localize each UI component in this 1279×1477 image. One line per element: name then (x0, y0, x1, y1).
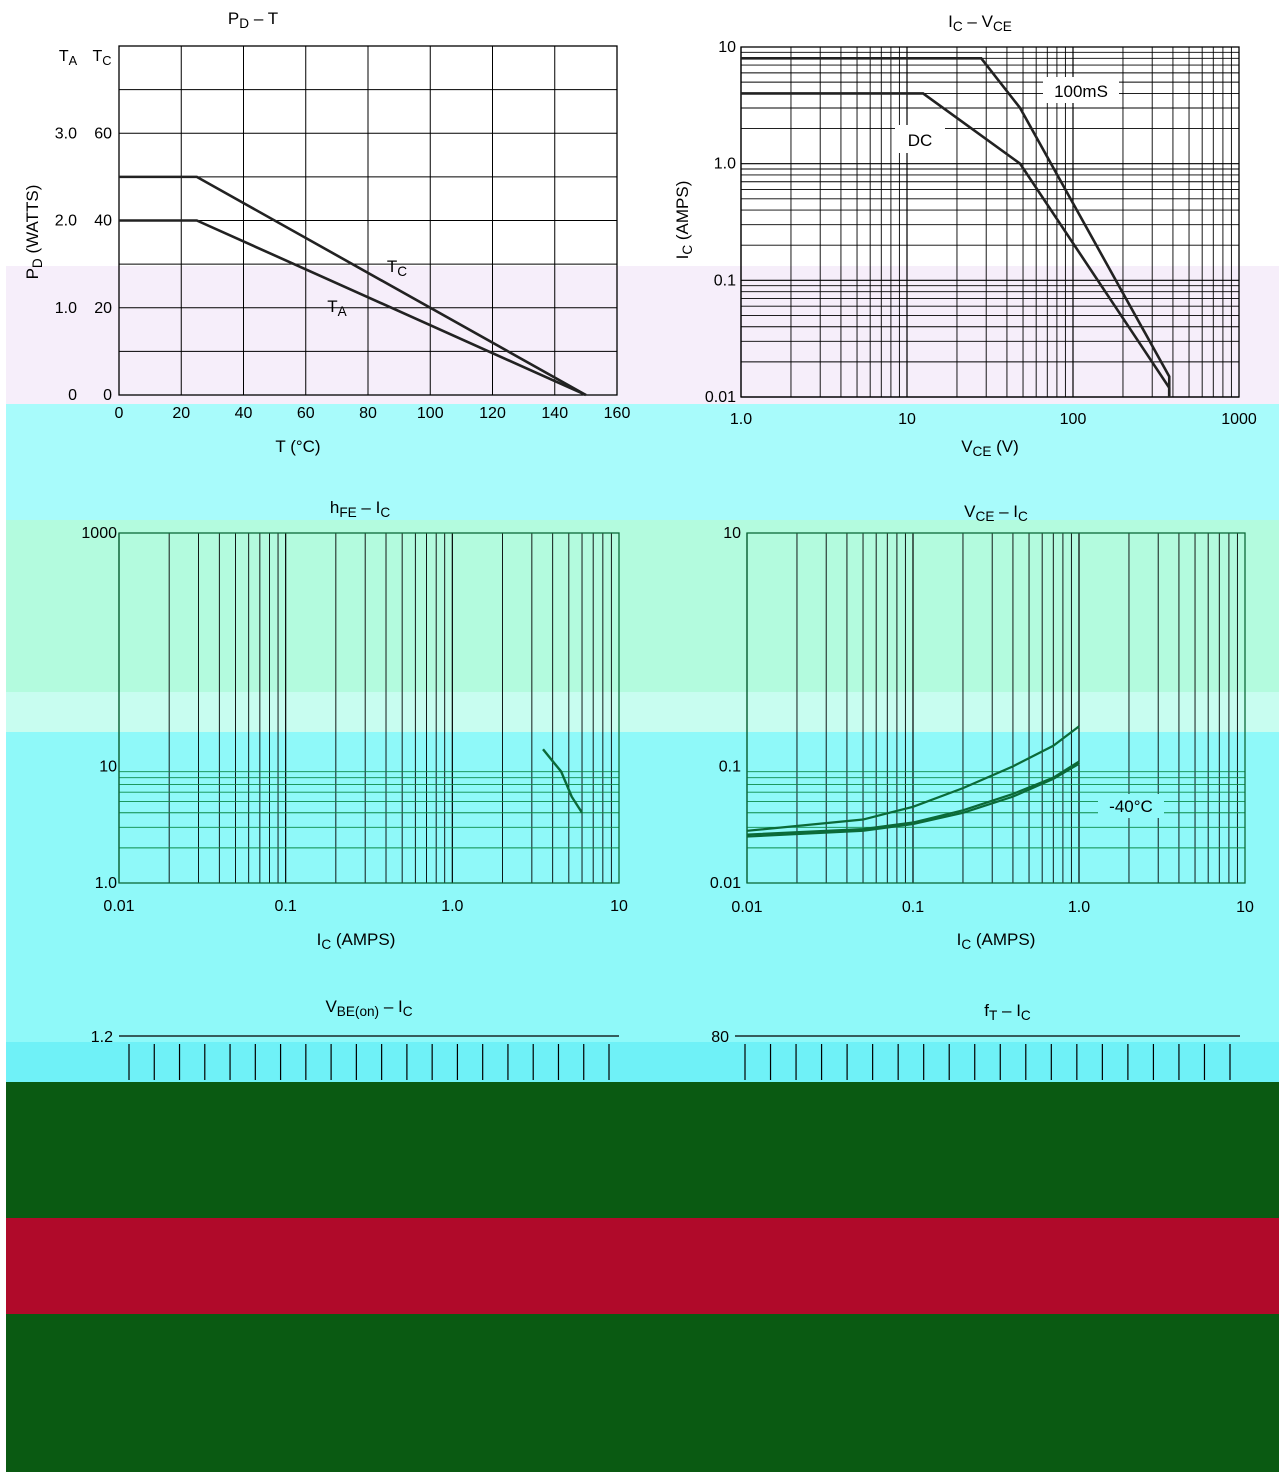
x-axis-label: T (°C) (275, 437, 320, 456)
chart-pd-t: 0 20 40 60 80 100 120 140 16000201.0402.0603.0TA… (23, 9, 630, 456)
x-tick-label: 0 (115, 405, 124, 422)
x-axis-label: VCE​ (V) (961, 437, 1019, 459)
y-tick-label: 1.0 (714, 156, 736, 173)
plot-frame (740, 46, 1240, 398)
y-tick-label-ta: 0 (68, 387, 77, 404)
x-tick-label: 120 (479, 405, 506, 422)
x-tick-label: 10 (898, 411, 916, 428)
series-line-3 (746, 762, 1080, 838)
annotation-bg (1098, 794, 1164, 818)
y-tick-label: 0.01 (705, 389, 736, 406)
series-label-bg (895, 125, 945, 153)
chart-vce-ic: 0.01 0.1 1.0 10 0.01 0.1 10 VCE​ – IC​ IC​ (AMPS… (710, 502, 1254, 952)
y-header-ta: TA​ (59, 48, 78, 68)
y-tick-label-ta: 3.0 (55, 125, 77, 142)
x-tick-label: 0.01 (103, 898, 134, 915)
charts-group: 0 20 40 60 80 100 120 140 16000201.0402.0603.0TA… (23, 9, 1257, 1080)
y-axis-label: PD​ (WATTS) (23, 185, 45, 280)
y-tick-label: 10 (718, 39, 736, 56)
y-tick-label-ta: 2.0 (55, 213, 77, 230)
x-tick-label: 160 (604, 405, 631, 422)
x-tick-label: 10 (610, 898, 628, 915)
y-axis-label: IC​ (AMPS) (673, 181, 695, 260)
chart-ft-ic: fT​ – IC​ 80 (711, 1001, 1240, 1080)
x-tick-label: 0.01 (731, 899, 762, 916)
x-tick-label: 1.0 (730, 411, 752, 428)
x-tick-label: 60 (297, 405, 315, 422)
series-line-100ms (741, 57, 1171, 397)
y-tick-label: 10 (99, 758, 117, 775)
x-tick-label: 1.0 (1068, 899, 1090, 916)
plot-frame (746, 532, 1246, 884)
x-axis-label: IC​ (AMPS) (317, 930, 396, 952)
chart-ic-vce: 1.0 10 100 1000 0.01 0.1 1.0 10 IC​ – VCE​ VCE​ (… (673, 12, 1257, 459)
plot-frame (118, 532, 620, 884)
chart-title: PD​ – T (228, 9, 278, 31)
y-tick-label: 10 (723, 525, 741, 542)
series-line (542, 748, 584, 814)
chart-vbe-ic: VBE(on)​ – IC​ 1.2 (91, 997, 619, 1080)
chart-title: VBE(on)​ – IC​ (325, 997, 412, 1019)
y-tick-label: 1.0 (95, 875, 117, 892)
y-tick-label: 1.2 (91, 1029, 113, 1046)
x-tick-label: 100 (417, 405, 444, 422)
y-tick-label-tc: 0 (103, 387, 112, 404)
x-tick-label: 10 (1236, 899, 1254, 916)
series-line-1 (746, 725, 1080, 832)
y-tick-label: 0.1 (714, 272, 736, 289)
y-tick-label-tc: 60 (94, 125, 112, 142)
x-tick-label: 20 (172, 405, 190, 422)
chart-title: fT​ – IC​ (984, 1001, 1031, 1023)
y-tick-label-ta: 1.0 (55, 300, 77, 317)
chart-title: VCE​ – IC​ (964, 502, 1028, 524)
chart-title: IC​ – VCE​ (948, 12, 1012, 34)
chart-hfe-ic: 0.01 0.1 1.0 10 1.0 10 1000 hFE​ – IC​ IC​ (AMPS… (81, 498, 628, 952)
x-tick-label: 1.0 (441, 898, 463, 915)
background-bands (6, 266, 1279, 1472)
y-tick-label: 0.1 (719, 758, 741, 775)
x-axis-label: IC​ (AMPS) (957, 930, 1036, 952)
y-tick-label: 0.01 (710, 875, 741, 892)
chart-title: hFE​ – IC​ (330, 498, 390, 520)
y-tick-label: 80 (711, 1029, 729, 1046)
y-tick-label-tc: 20 (94, 300, 112, 317)
x-tick-label: 140 (541, 405, 568, 422)
x-tick-label: 100 (1060, 411, 1087, 428)
x-tick-label: 1000 (1221, 411, 1257, 428)
x-tick-label: 0.1 (902, 899, 924, 916)
series-label-dc: DC (908, 131, 933, 150)
series-line-ta (119, 219, 587, 397)
series-label-100ms: 100mS (1054, 82, 1108, 101)
series-label-tc: TC​ (387, 257, 407, 279)
series-label-ta: TA​ (327, 297, 347, 319)
x-tick-label: 0.1 (275, 898, 297, 915)
annotation-minus-40c: -40°C (1109, 797, 1153, 816)
x-tick-label: 80 (359, 405, 377, 422)
series-label-bg (1043, 77, 1119, 103)
y-header-tc: TC​ (92, 48, 111, 68)
x-tick-label: 40 (235, 405, 253, 422)
y-tick-label: 1000 (81, 525, 117, 542)
series-line-2 (746, 760, 1080, 836)
y-tick-label-tc: 40 (94, 213, 112, 230)
series-line-dc (741, 92, 1171, 397)
series-line-tc (119, 175, 587, 397)
